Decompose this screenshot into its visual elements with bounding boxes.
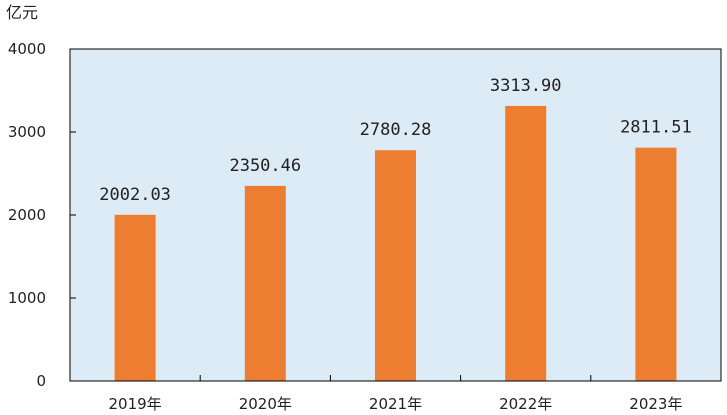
bar-value-label: 2811.51 (620, 118, 692, 138)
bar-value-label: 3313.90 (490, 76, 562, 96)
y-axis-unit: 亿元 (6, 3, 38, 22)
bar-series (114, 105, 677, 382)
bar (244, 185, 286, 381)
y-tick-label: 3000 (8, 123, 46, 141)
data-labels: 2002.03 2350.46 2780.28 3313.90 2811.51 (99, 76, 691, 205)
y-tick-label: 0 (36, 372, 46, 390)
x-tick-label: 2023年 (629, 395, 682, 413)
y-axis: 0 1000 2000 3000 4000 (8, 40, 76, 390)
bar (505, 105, 547, 382)
bar (635, 147, 677, 381)
x-tick-label: 2021年 (369, 395, 422, 413)
bar-value-label: 2780.28 (360, 120, 432, 140)
y-tick-label: 2000 (8, 206, 46, 224)
plot-border (69, 48, 722, 382)
x-tick-label: 2019年 (109, 395, 162, 413)
bar-value-label: 2350.46 (229, 156, 301, 176)
bar (114, 214, 156, 381)
x-axis: 2019年 2020年 2021年 2022年 2023年 (109, 375, 682, 413)
x-tick-label: 2020年 (239, 395, 292, 413)
bar-value-label: 2002.03 (99, 185, 171, 205)
x-tick-label: 2022年 (499, 395, 552, 413)
y-tick-label: 1000 (8, 289, 46, 307)
y-tick-label: 4000 (8, 40, 46, 58)
bar (375, 150, 416, 381)
